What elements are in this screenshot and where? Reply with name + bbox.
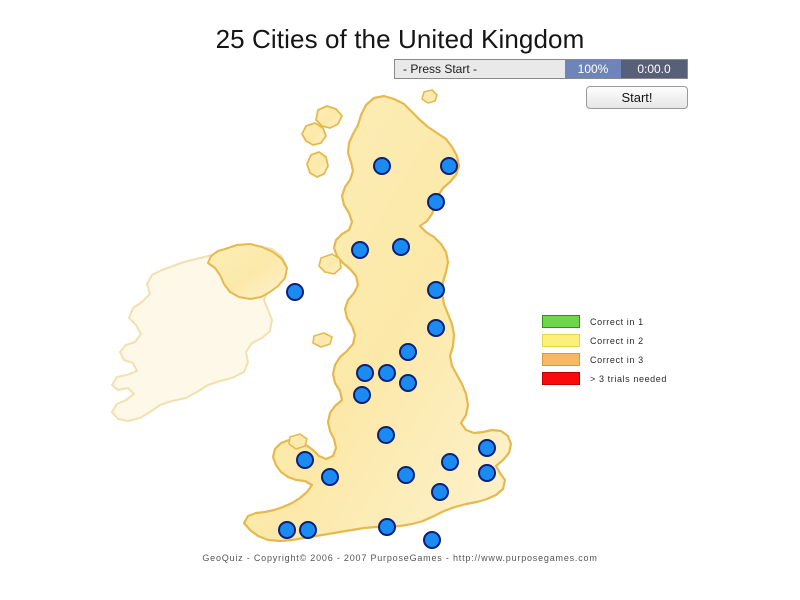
legend-label-more-than-3: > 3 trials needed (590, 373, 667, 384)
city-marker[interactable] (427, 319, 445, 337)
land-northern-ireland (207, 243, 288, 300)
city-marker[interactable] (440, 157, 458, 175)
legend-item: Correct in 2 (542, 331, 692, 350)
city-marker[interactable] (431, 483, 449, 501)
island-islay-arran (318, 253, 342, 275)
city-marker[interactable] (296, 451, 314, 469)
city-marker[interactable] (392, 238, 410, 256)
island-isle-of-man (312, 332, 333, 348)
legend-label-correct-1: Correct in 1 (590, 316, 644, 327)
city-marker[interactable] (478, 464, 496, 482)
legend-item: > 3 trials needed (542, 369, 692, 388)
city-marker[interactable] (299, 521, 317, 539)
legend-swatch-more-than-3 (542, 372, 580, 385)
status-bar: - Press Start - 100% 0:00.0 (394, 59, 688, 79)
island-skye (306, 151, 329, 178)
land-great-britain (242, 94, 513, 543)
city-marker[interactable] (278, 521, 296, 539)
city-marker[interactable] (399, 343, 417, 361)
city-marker[interactable] (353, 386, 371, 404)
city-marker[interactable] (397, 466, 415, 484)
city-marker[interactable] (351, 241, 369, 259)
legend-swatch-correct-3 (542, 353, 580, 366)
status-message: - Press Start - (395, 60, 565, 78)
city-marker[interactable] (377, 426, 395, 444)
footer-copyright: GeoQuiz - Copyright© 2006 - 2007 Purpose… (202, 553, 598, 563)
city-marker[interactable] (423, 531, 441, 549)
city-marker[interactable] (286, 283, 304, 301)
city-marker[interactable] (427, 281, 445, 299)
island-outer-hebrides-mid (301, 122, 327, 146)
city-marker[interactable] (321, 468, 339, 486)
start-button[interactable]: Start! (586, 86, 688, 109)
city-marker[interactable] (378, 518, 396, 536)
city-marker[interactable] (478, 439, 496, 457)
land-ireland (111, 245, 287, 422)
legend-label-correct-2: Correct in 2 (590, 335, 644, 346)
city-marker[interactable] (378, 364, 396, 382)
city-marker[interactable] (427, 193, 445, 211)
legend: Correct in 1 Correct in 2 Correct in 3 >… (542, 312, 692, 388)
city-marker[interactable] (399, 374, 417, 392)
legend-item: Correct in 3 (542, 350, 692, 369)
legend-swatch-correct-1 (542, 315, 580, 328)
legend-item: Correct in 1 (542, 312, 692, 331)
island-outer-hebrides-north (315, 105, 343, 129)
page-title: 25 Cities of the United Kingdom (215, 24, 585, 54)
city-marker[interactable] (373, 157, 391, 175)
city-marker[interactable] (441, 453, 459, 471)
island-anglesey (288, 433, 308, 450)
map-landmasses (111, 89, 513, 543)
city-marker[interactable] (356, 364, 374, 382)
legend-label-correct-3: Correct in 3 (590, 354, 644, 365)
city-markers (278, 157, 496, 549)
status-timer: 0:00.0 (621, 60, 687, 78)
legend-swatch-correct-2 (542, 334, 580, 347)
island-orkney (421, 89, 438, 104)
status-percent: 100% (565, 60, 621, 78)
